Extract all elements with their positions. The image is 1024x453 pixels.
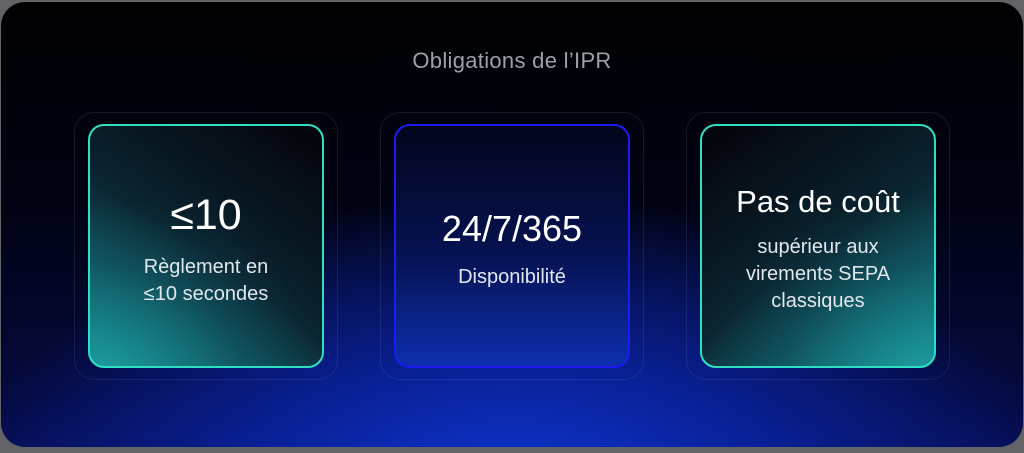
- obligation-card-cost: Pas de coût supérieur aux virements SEPA…: [700, 124, 936, 368]
- card-value: ≤10: [170, 190, 242, 239]
- cards-row: ≤10 Règlement en ≤10 secondes 24/7/365 D…: [1, 112, 1023, 380]
- card-frame-availability: 24/7/365 Disponibilité: [380, 112, 644, 380]
- card-label: Disponibilité: [458, 265, 566, 288]
- card-label: supérieur aux virements SEPA classiques: [745, 236, 891, 313]
- card-label: Règlement en ≤10 secondes: [143, 256, 269, 306]
- obligation-card-availability: 24/7/365 Disponibilité: [394, 124, 630, 368]
- card-frame-settlement: ≤10 Règlement en ≤10 secondes: [74, 112, 338, 380]
- card-frame-cost: Pas de coût supérieur aux virements SEPA…: [686, 112, 950, 380]
- card-value: 24/7/365: [441, 208, 583, 250]
- page-title: Obligations de l’IPR: [412, 48, 612, 73]
- obligation-card-settlement: ≤10 Règlement en ≤10 secondes: [88, 124, 324, 368]
- card-value: Pas de coût: [736, 183, 900, 219]
